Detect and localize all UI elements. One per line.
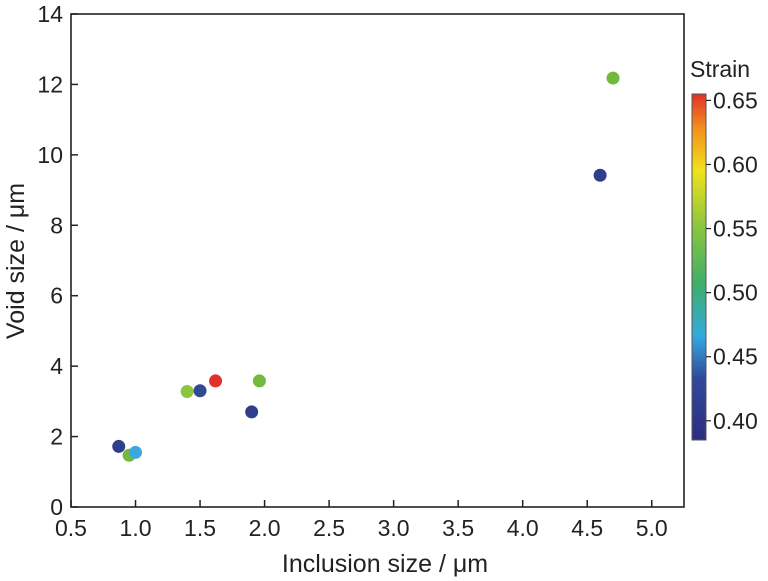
data-point: [252, 374, 266, 388]
colorbar-tick-label: 0.50: [713, 280, 758, 306]
x-axis-ticks: 0.5 1.0 1.5 2.0 2.5 3.0 3.5 4.0 4.5 5.0: [55, 500, 668, 541]
x-tick-label: 3.5: [442, 515, 474, 541]
y-tick-label: 2: [50, 424, 63, 450]
y-tick-label: 14: [37, 1, 63, 27]
y-tick-label: 0: [50, 494, 63, 520]
plot-frame: [70, 13, 685, 508]
colorbar-ticks: 0.40 0.45 0.50 0.55 0.60 0.65: [706, 87, 758, 434]
y-axis-ticks: 0 2 4 6 8 10 12 14: [37, 1, 78, 520]
x-tick-label: 1.0: [120, 515, 152, 541]
data-points: [112, 71, 620, 462]
data-point: [129, 445, 143, 459]
y-tick-label: 10: [37, 142, 63, 168]
colorbar-gradient: [691, 93, 707, 441]
colorbar-title: Strain: [690, 56, 750, 82]
data-point: [180, 384, 194, 398]
x-axis-title: Inclusion size / μm: [282, 550, 488, 578]
x-tick-label: 5.0: [636, 515, 668, 541]
colorbar-tick-label: 0.45: [713, 344, 758, 370]
y-tick-label: 4: [50, 353, 63, 379]
y-tick-label: 6: [50, 283, 63, 309]
colorbar-tick-label: 0.40: [713, 408, 758, 434]
data-point: [606, 71, 620, 85]
data-point: [245, 405, 259, 419]
x-tick-label: 0.5: [55, 515, 87, 541]
y-axis-title: Void size / μm: [2, 183, 30, 339]
x-tick-label: 3.0: [378, 515, 410, 541]
y-tick-label: 12: [37, 71, 63, 97]
colorbar-tick-label: 0.65: [713, 87, 758, 113]
colorbar-tick-label: 0.55: [713, 216, 758, 242]
colorbar-tick-label: 0.60: [713, 151, 758, 177]
data-point: [593, 168, 607, 182]
x-tick-label: 2.5: [313, 515, 345, 541]
data-point: [193, 384, 207, 398]
data-point: [209, 374, 223, 388]
y-tick-label: 8: [50, 212, 63, 238]
x-tick-label: 1.5: [184, 515, 216, 541]
data-point: [112, 439, 126, 453]
x-tick-label: 4.5: [571, 515, 603, 541]
x-tick-label: 2.0: [249, 515, 281, 541]
x-tick-label: 4.0: [507, 515, 539, 541]
